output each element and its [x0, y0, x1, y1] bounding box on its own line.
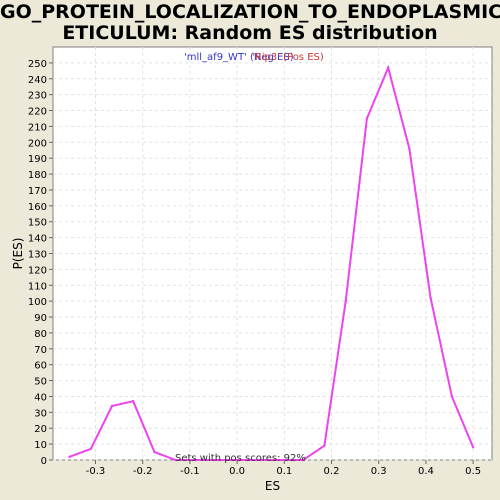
x-tick-label: -0.3: [86, 466, 106, 477]
y-tick-label: 190: [28, 154, 47, 165]
data-point: [217, 458, 220, 462]
data-point: [450, 395, 454, 398]
data-point: [195, 458, 199, 462]
data-point: [386, 66, 390, 69]
series-line: [69, 64, 475, 461]
data-point: [132, 400, 135, 403]
data-point: [110, 404, 114, 408]
data-point: [89, 447, 92, 451]
y-tick-label: 210: [28, 122, 47, 133]
data-point: [408, 147, 411, 150]
y-tick-label: 140: [28, 234, 47, 245]
chart-title-line1: GO_PROTEIN_LOCALIZATION_TO_ENDOPLASMIC_R: [0, 1, 500, 23]
data-point: [68, 455, 71, 459]
y-tick-label: 30: [34, 408, 47, 419]
series-points: [68, 66, 475, 462]
y-axis-ticks: 0 10 20 30 40 50 60 70 80 90 100 110 120 130 140 150 160…: [28, 59, 53, 467]
data-point: [153, 450, 156, 454]
y-tick-label: 80: [34, 329, 47, 340]
x-tick-label: -0.1: [180, 466, 200, 477]
x-tick-label: 0.2: [324, 466, 340, 477]
y-tick-label: 120: [28, 265, 47, 276]
y-tick-label: 170: [28, 186, 47, 197]
y-tick-label: 160: [28, 202, 47, 213]
data-point: [471, 446, 475, 449]
y-tick-label: 150: [28, 218, 47, 229]
y-tick-label: 100: [28, 297, 47, 308]
data-point: [280, 458, 284, 462]
y-tick-label: 220: [28, 107, 47, 118]
grid-lines: [53, 47, 492, 461]
data-point: [301, 458, 305, 462]
legend-neg-label: 'mll_af9_WT' (Neg ES): [184, 52, 294, 63]
y-tick-label: 60: [34, 361, 47, 372]
x-axis-ticks: -0.3 -0.2 -0.1 0.0 0.1 0.2 0.3 0.4 0.5: [86, 460, 481, 477]
data-point: [238, 458, 241, 462]
y-tick-label: 240: [28, 75, 47, 86]
y-tick-label: 130: [28, 250, 47, 261]
y-tick-label: 20: [34, 424, 47, 435]
y-axis-label: P(ES): [11, 238, 25, 270]
chart-title-line2: ETICULUM: Random ES distribution: [62, 22, 438, 44]
chart-title: GO_PROTEIN_LOCALIZATION_TO_ENDOPLASMIC_R…: [0, 2, 500, 44]
y-tick-label: 10: [34, 440, 47, 451]
data-point: [323, 444, 326, 447]
y-tick-label: 110: [28, 281, 47, 292]
y-tick-label: 180: [28, 170, 47, 181]
legend-pos-label: 'Rip3' (Pos ES): [252, 52, 324, 63]
x-tick-label: -0.2: [133, 466, 153, 477]
data-point: [259, 458, 262, 462]
data-point: [174, 458, 177, 462]
x-tick-label: 0.4: [418, 466, 434, 477]
data-point: [365, 117, 369, 120]
y-tick-label: 250: [28, 59, 47, 70]
x-axis-label: ES: [265, 479, 280, 493]
x-tick-label: 0.1: [276, 466, 292, 477]
y-tick-label: 40: [34, 392, 47, 403]
data-point: [429, 296, 432, 300]
data-point: [344, 299, 347, 303]
y-tick-label: 90: [34, 313, 47, 324]
y-tick-label: 230: [28, 91, 47, 102]
x-tick-label: 0.5: [465, 466, 481, 477]
y-tick-label: 0: [41, 456, 47, 467]
pos-scores-annotation: Sets with pos scores: 92%: [175, 453, 306, 464]
y-tick-label: 70: [34, 345, 47, 356]
x-tick-label: 0.3: [371, 466, 387, 477]
x-tick-label: 0.0: [229, 466, 245, 477]
y-tick-label: 200: [28, 138, 47, 149]
y-tick-label: 50: [34, 377, 47, 388]
